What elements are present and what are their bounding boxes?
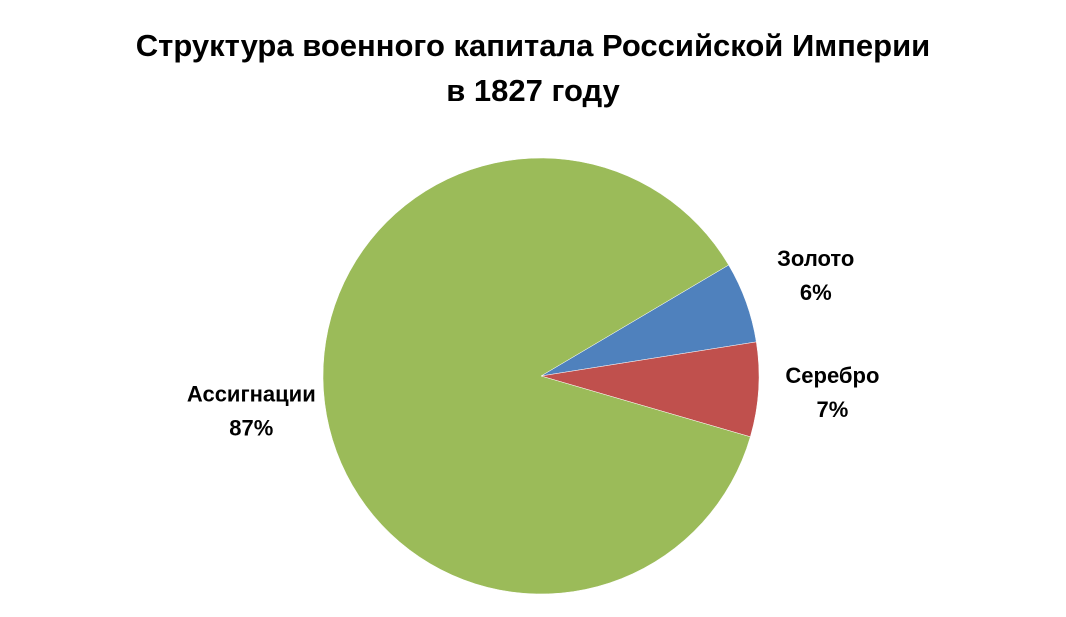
chart-title: Структура военного капитала Российской И…	[136, 28, 930, 63]
slice-value-label: 7%	[817, 397, 849, 422]
slice-value-label: 6%	[800, 280, 832, 305]
slice-label: Ассигнации	[187, 381, 316, 406]
slice-label: Серебро	[785, 363, 879, 388]
chart-title: в 1827 году	[446, 73, 620, 108]
pie-slice	[322, 157, 751, 595]
slice-value-label: 87%	[229, 415, 273, 440]
slice-label: Золото	[777, 246, 854, 271]
